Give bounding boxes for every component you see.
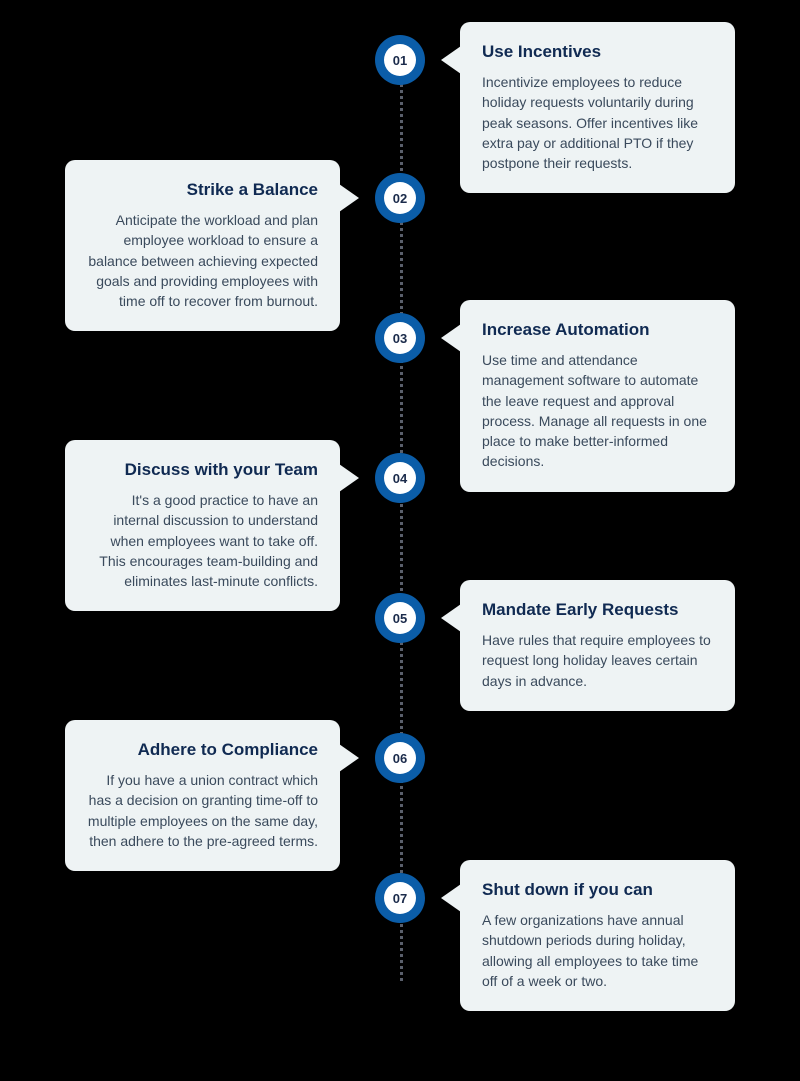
step-body: Incentivize employees to reduce holiday … (482, 72, 713, 173)
step-card-03: Increase Automation Use time and attendan… (460, 300, 735, 492)
step-title: Use Incentives (482, 42, 713, 62)
step-card-02: Strike a Balance Anticipate the workload … (65, 160, 340, 331)
step-body: Anticipate the workload and plan employe… (87, 210, 318, 311)
timeline-node-02: 02 (375, 173, 425, 223)
step-body: A few organizations have annual shutdown… (482, 910, 713, 991)
timeline-node-label: 06 (384, 742, 416, 774)
timeline-node-07: 07 (375, 873, 425, 923)
step-card-04: Discuss with your Team It's a good practi… (65, 440, 340, 611)
step-title: Adhere to Compliance (87, 740, 318, 760)
step-body: Use time and attendance management softw… (482, 350, 713, 472)
step-title: Mandate Early Requests (482, 600, 713, 620)
timeline-node-label: 05 (384, 602, 416, 634)
timeline-node-04: 04 (375, 453, 425, 503)
callout-arrow-icon (441, 46, 461, 74)
step-title: Strike a Balance (87, 180, 318, 200)
callout-arrow-icon (339, 184, 359, 212)
timeline-node-label: 07 (384, 882, 416, 914)
step-card-05: Mandate Early Requests Have rules that re… (460, 580, 735, 711)
timeline-node-label: 03 (384, 322, 416, 354)
callout-arrow-icon (441, 884, 461, 912)
step-title: Increase Automation (482, 320, 713, 340)
step-title: Discuss with your Team (87, 460, 318, 480)
step-card-01: Use Incentives Incentivize employees to r… (460, 22, 735, 193)
step-body: If you have a union contract which has a… (87, 770, 318, 851)
timeline-node-05: 05 (375, 593, 425, 643)
timeline-node-label: 04 (384, 462, 416, 494)
timeline-node-06: 06 (375, 733, 425, 783)
timeline-node-01: 01 (375, 35, 425, 85)
step-body: Have rules that require employees to req… (482, 630, 713, 691)
timeline-node-label: 02 (384, 182, 416, 214)
callout-arrow-icon (339, 744, 359, 772)
step-card-07: Shut down if you can A few organizations … (460, 860, 735, 1011)
callout-arrow-icon (441, 604, 461, 632)
step-body: It's a good practice to have an internal… (87, 490, 318, 591)
callout-arrow-icon (441, 324, 461, 352)
step-card-06: Adhere to Compliance If you have a union … (65, 720, 340, 871)
callout-arrow-icon (339, 464, 359, 492)
timeline-node-label: 01 (384, 44, 416, 76)
step-title: Shut down if you can (482, 880, 713, 900)
timeline-node-03: 03 (375, 313, 425, 363)
